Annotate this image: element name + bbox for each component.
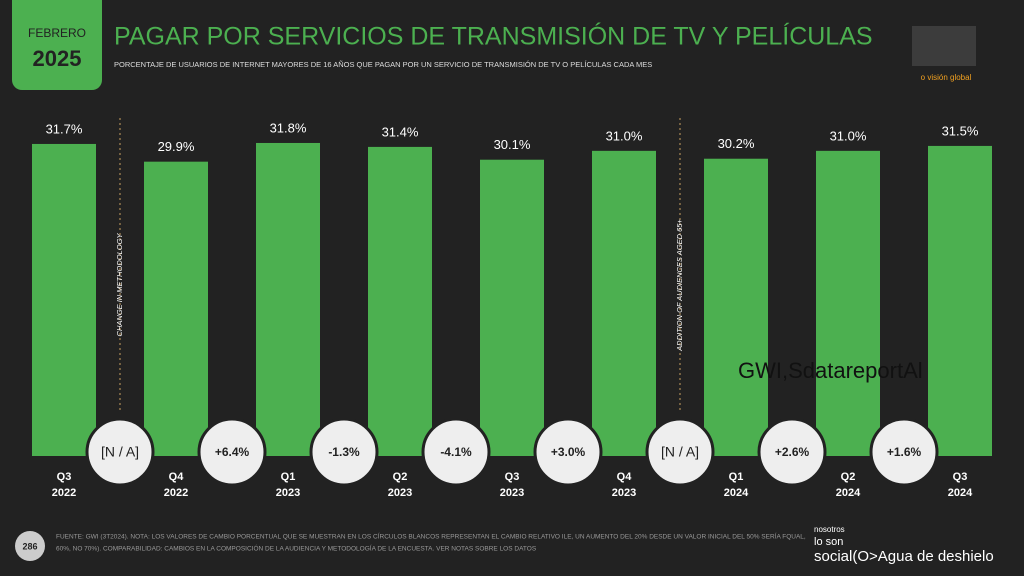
change-label: -4.1% bbox=[440, 445, 472, 459]
x-tick-label: Q1 bbox=[281, 471, 296, 483]
change-circle bbox=[309, 417, 379, 487]
bar bbox=[592, 150, 656, 456]
x-tick-label: Q2 bbox=[393, 471, 408, 483]
bar bbox=[144, 161, 208, 456]
annotation: CHANGE IN METHODOLOGY bbox=[115, 233, 124, 337]
x-tick-label: 2023 bbox=[276, 487, 300, 499]
x-tick-label: 2024 bbox=[836, 487, 861, 499]
change-label: +6.4% bbox=[215, 445, 250, 459]
x-tick-label: 2024 bbox=[948, 487, 973, 499]
bar bbox=[480, 159, 544, 456]
x-tick-label: 2022 bbox=[52, 487, 76, 499]
change-circle bbox=[645, 417, 715, 487]
bar bbox=[256, 142, 320, 456]
change-label: +1.6% bbox=[887, 445, 922, 459]
chart-subtitle: PORCENTAJE DE USUARIOS DE INTERNET MAYOR… bbox=[114, 60, 652, 69]
x-tick-label: Q1 bbox=[729, 471, 744, 483]
source: 60%, NO 70%). COMPARABILIDAD: CAMBIOS EN… bbox=[56, 544, 537, 553]
annotation: ADDITION OF AUDIENCES AGED 65+ bbox=[675, 219, 684, 352]
bar bbox=[816, 150, 880, 456]
bar bbox=[704, 158, 768, 456]
change-label: [N / A] bbox=[661, 444, 699, 460]
change-label: [N / A] bbox=[101, 444, 139, 460]
change-circle bbox=[757, 417, 827, 487]
value-label: 29.9% bbox=[158, 139, 195, 154]
date-tab bbox=[12, 0, 102, 90]
change-label: +2.6% bbox=[775, 445, 810, 459]
change-label: +3.0% bbox=[551, 445, 586, 459]
change-circle bbox=[869, 417, 939, 487]
world-map bbox=[912, 26, 976, 66]
value-label: 31.0% bbox=[606, 128, 643, 143]
x-tick-label: 2023 bbox=[388, 487, 412, 499]
page-number: 286 bbox=[22, 541, 37, 551]
page-badge bbox=[15, 531, 45, 561]
bar bbox=[368, 146, 432, 456]
x-tick-label: 2024 bbox=[724, 487, 749, 499]
value-label: 31.7% bbox=[46, 121, 83, 136]
value-label: 31.4% bbox=[382, 124, 419, 139]
value-label: 30.1% bbox=[494, 137, 531, 152]
source: FUENTE: GWI (3T2024). NOTA: LOS VALORES … bbox=[56, 532, 806, 541]
x-tick-label: 2023 bbox=[500, 487, 524, 499]
change-circle bbox=[85, 417, 155, 487]
bar bbox=[928, 145, 992, 456]
value-label: 31.8% bbox=[270, 120, 307, 135]
change-label: -1.3% bbox=[328, 445, 360, 459]
bar bbox=[32, 143, 96, 456]
value-label: 31.0% bbox=[830, 128, 867, 143]
logo: lo son bbox=[814, 536, 843, 548]
year: 2025 bbox=[33, 46, 82, 71]
x-tick-label: Q4 bbox=[169, 471, 185, 483]
x-tick-label: Q3 bbox=[57, 471, 72, 483]
x-tick-label: Q4 bbox=[617, 471, 633, 483]
x-tick-label: 2022 bbox=[164, 487, 188, 499]
month: FEBRERO bbox=[28, 26, 86, 40]
logo: social(O>Agua de deshielo bbox=[814, 548, 994, 565]
brand: o visión global bbox=[921, 73, 972, 82]
x-tick-label: Q3 bbox=[505, 471, 520, 483]
value-label: 30.2% bbox=[718, 136, 755, 151]
change-circle bbox=[533, 417, 603, 487]
x-tick-label: 2023 bbox=[612, 487, 636, 499]
value-label: 31.5% bbox=[942, 123, 979, 138]
x-tick-label: Q3 bbox=[953, 471, 968, 483]
watermark: GWI,SdatareportAl bbox=[738, 358, 923, 383]
change-circle bbox=[197, 417, 267, 487]
chart-title: PAGAR POR SERVICIOS DE TRANSMISIÓN DE TV… bbox=[114, 22, 873, 51]
change-circle bbox=[421, 417, 491, 487]
x-tick-label: Q2 bbox=[841, 471, 856, 483]
logo: nosotros bbox=[814, 525, 845, 534]
